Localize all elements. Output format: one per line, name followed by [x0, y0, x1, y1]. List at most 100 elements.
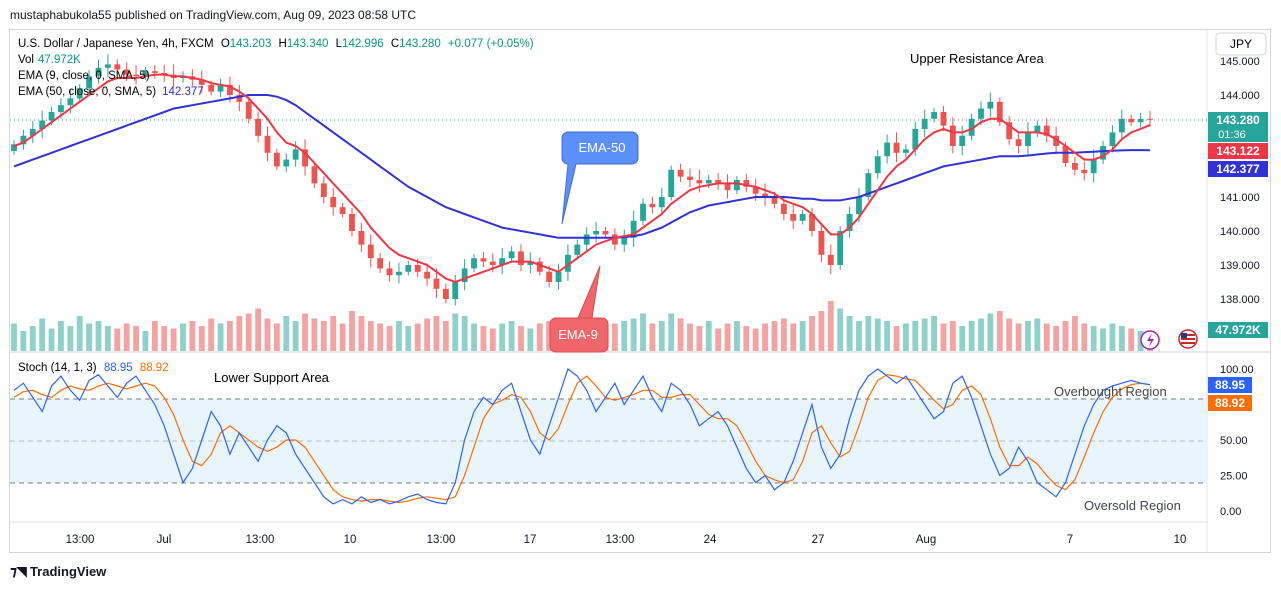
svg-text:143.122: 143.122: [1216, 144, 1260, 158]
candle-body: [198, 79, 205, 85]
candle-body: [264, 135, 271, 153]
candle-body: [555, 271, 562, 282]
volume-bar: [104, 326, 111, 351]
volume-bar: [255, 308, 262, 351]
candle-body: [48, 112, 55, 121]
time-tick-label: 13:00: [246, 534, 275, 546]
candle-body: [151, 71, 158, 73]
volume-bar: [320, 321, 327, 351]
candle-body: [58, 105, 64, 112]
svg-text:143.280: 143.280: [1216, 113, 1260, 127]
candle-body: [1090, 159, 1097, 174]
legend-volume: Vol 47.972K: [18, 54, 81, 66]
legend-stoch: Stoch (14, 1, 3) 88.95 88.92: [18, 362, 169, 374]
volume-bar: [377, 323, 384, 351]
volume-bar: [762, 323, 768, 351]
currency-button[interactable]: JPY: [1215, 32, 1267, 56]
candles: [11, 54, 1153, 306]
candle-body: [39, 120, 46, 129]
price-tick-label: 144.000: [1220, 90, 1260, 102]
volume-bar: [696, 326, 703, 351]
volume-bar: [1071, 316, 1078, 351]
candle-body: [114, 64, 121, 70]
volume-bar: [1015, 323, 1022, 351]
time-tick-label: 13:00: [66, 534, 95, 546]
candle-body: [846, 214, 853, 231]
price-tick-label: 140.000: [1220, 226, 1260, 238]
volume-bar: [1100, 328, 1106, 351]
candle-body: [743, 180, 750, 187]
candle-body: [67, 98, 74, 106]
candle-body: [208, 84, 215, 92]
candle-body: [593, 231, 599, 235]
volume-bar: [76, 316, 83, 351]
volume-bar: [1109, 323, 1116, 351]
volume-bar: [799, 321, 806, 351]
candle-body: [367, 244, 374, 259]
volume-bar: [1081, 323, 1088, 351]
candle-body: [405, 265, 412, 272]
time-tick-label: Jul: [157, 534, 172, 546]
candle-body: [968, 118, 975, 136]
candle-body: [302, 149, 308, 167]
volume-bar: [367, 321, 374, 351]
candle-body: [780, 203, 787, 214]
volume-bar: [546, 321, 553, 351]
chart-legend: U.S. Dollar / Japanese Yen, 4h, FXCM O14…: [18, 38, 534, 374]
candle-body: [358, 231, 365, 245]
candle-body: [536, 261, 543, 272]
overbought-label: Overbought Region: [1054, 384, 1167, 399]
volume-bar: [827, 301, 834, 351]
volume-bar: [58, 321, 64, 351]
volume-bar: [724, 323, 731, 351]
price-tick-label: 145.000: [1220, 56, 1260, 68]
legend-symbol: U.S. Dollar / Japanese Yen, 4h, FXCM O14…: [18, 38, 534, 50]
volume-bar: [987, 313, 994, 351]
volume-bar: [658, 321, 665, 351]
candle-body: [442, 288, 449, 299]
volume-bar: [677, 318, 684, 351]
candle-body: [142, 71, 149, 77]
candle-body: [809, 214, 815, 231]
volume-bar: [405, 326, 412, 351]
volume-bar: [893, 326, 900, 351]
volume-bar: [874, 318, 881, 351]
candle-body: [1109, 132, 1116, 146]
price-tick-label: 139.000: [1220, 260, 1260, 272]
candle-body: [574, 244, 581, 255]
svg-text:88.95: 88.95: [1215, 378, 1245, 392]
candle-body: [518, 251, 524, 265]
candle-body: [640, 203, 646, 221]
candle-body: [104, 64, 111, 68]
us-flag-icon[interactable]: [1178, 329, 1198, 349]
candle-body: [1128, 118, 1135, 123]
candle-body: [1025, 132, 1031, 146]
volume-bar: [1062, 321, 1069, 351]
candle-body: [217, 84, 224, 92]
ema50-badge: 142.377: [1208, 161, 1268, 177]
upper-resistance-label: Upper Resistance Area: [910, 51, 1044, 66]
stoch-d-line: [13, 374, 1151, 504]
candle-body: [837, 231, 844, 265]
volume-bar: [471, 323, 477, 351]
volume-bar: [227, 321, 233, 351]
price-tick-label: 141.000: [1220, 192, 1260, 204]
volume-bar: [29, 326, 36, 351]
candle-body: [339, 207, 346, 214]
volume-bar: [733, 321, 740, 351]
candle-body: [1147, 118, 1153, 120]
volume-bar: [442, 321, 449, 351]
volume-bar: [780, 318, 787, 351]
candle-body: [583, 234, 590, 245]
volume-bar: [39, 318, 46, 351]
volume-bar: [771, 321, 778, 351]
volume-bar: [480, 326, 487, 351]
lightning-icon[interactable]: [1140, 330, 1160, 350]
volume-bar: [1090, 326, 1097, 351]
candle-body: [245, 101, 252, 119]
price-tick-label: 138.000: [1220, 294, 1260, 306]
time-tick-label: 7: [1067, 534, 1073, 546]
candle-body: [76, 88, 83, 99]
volume-bar: [996, 311, 1003, 351]
